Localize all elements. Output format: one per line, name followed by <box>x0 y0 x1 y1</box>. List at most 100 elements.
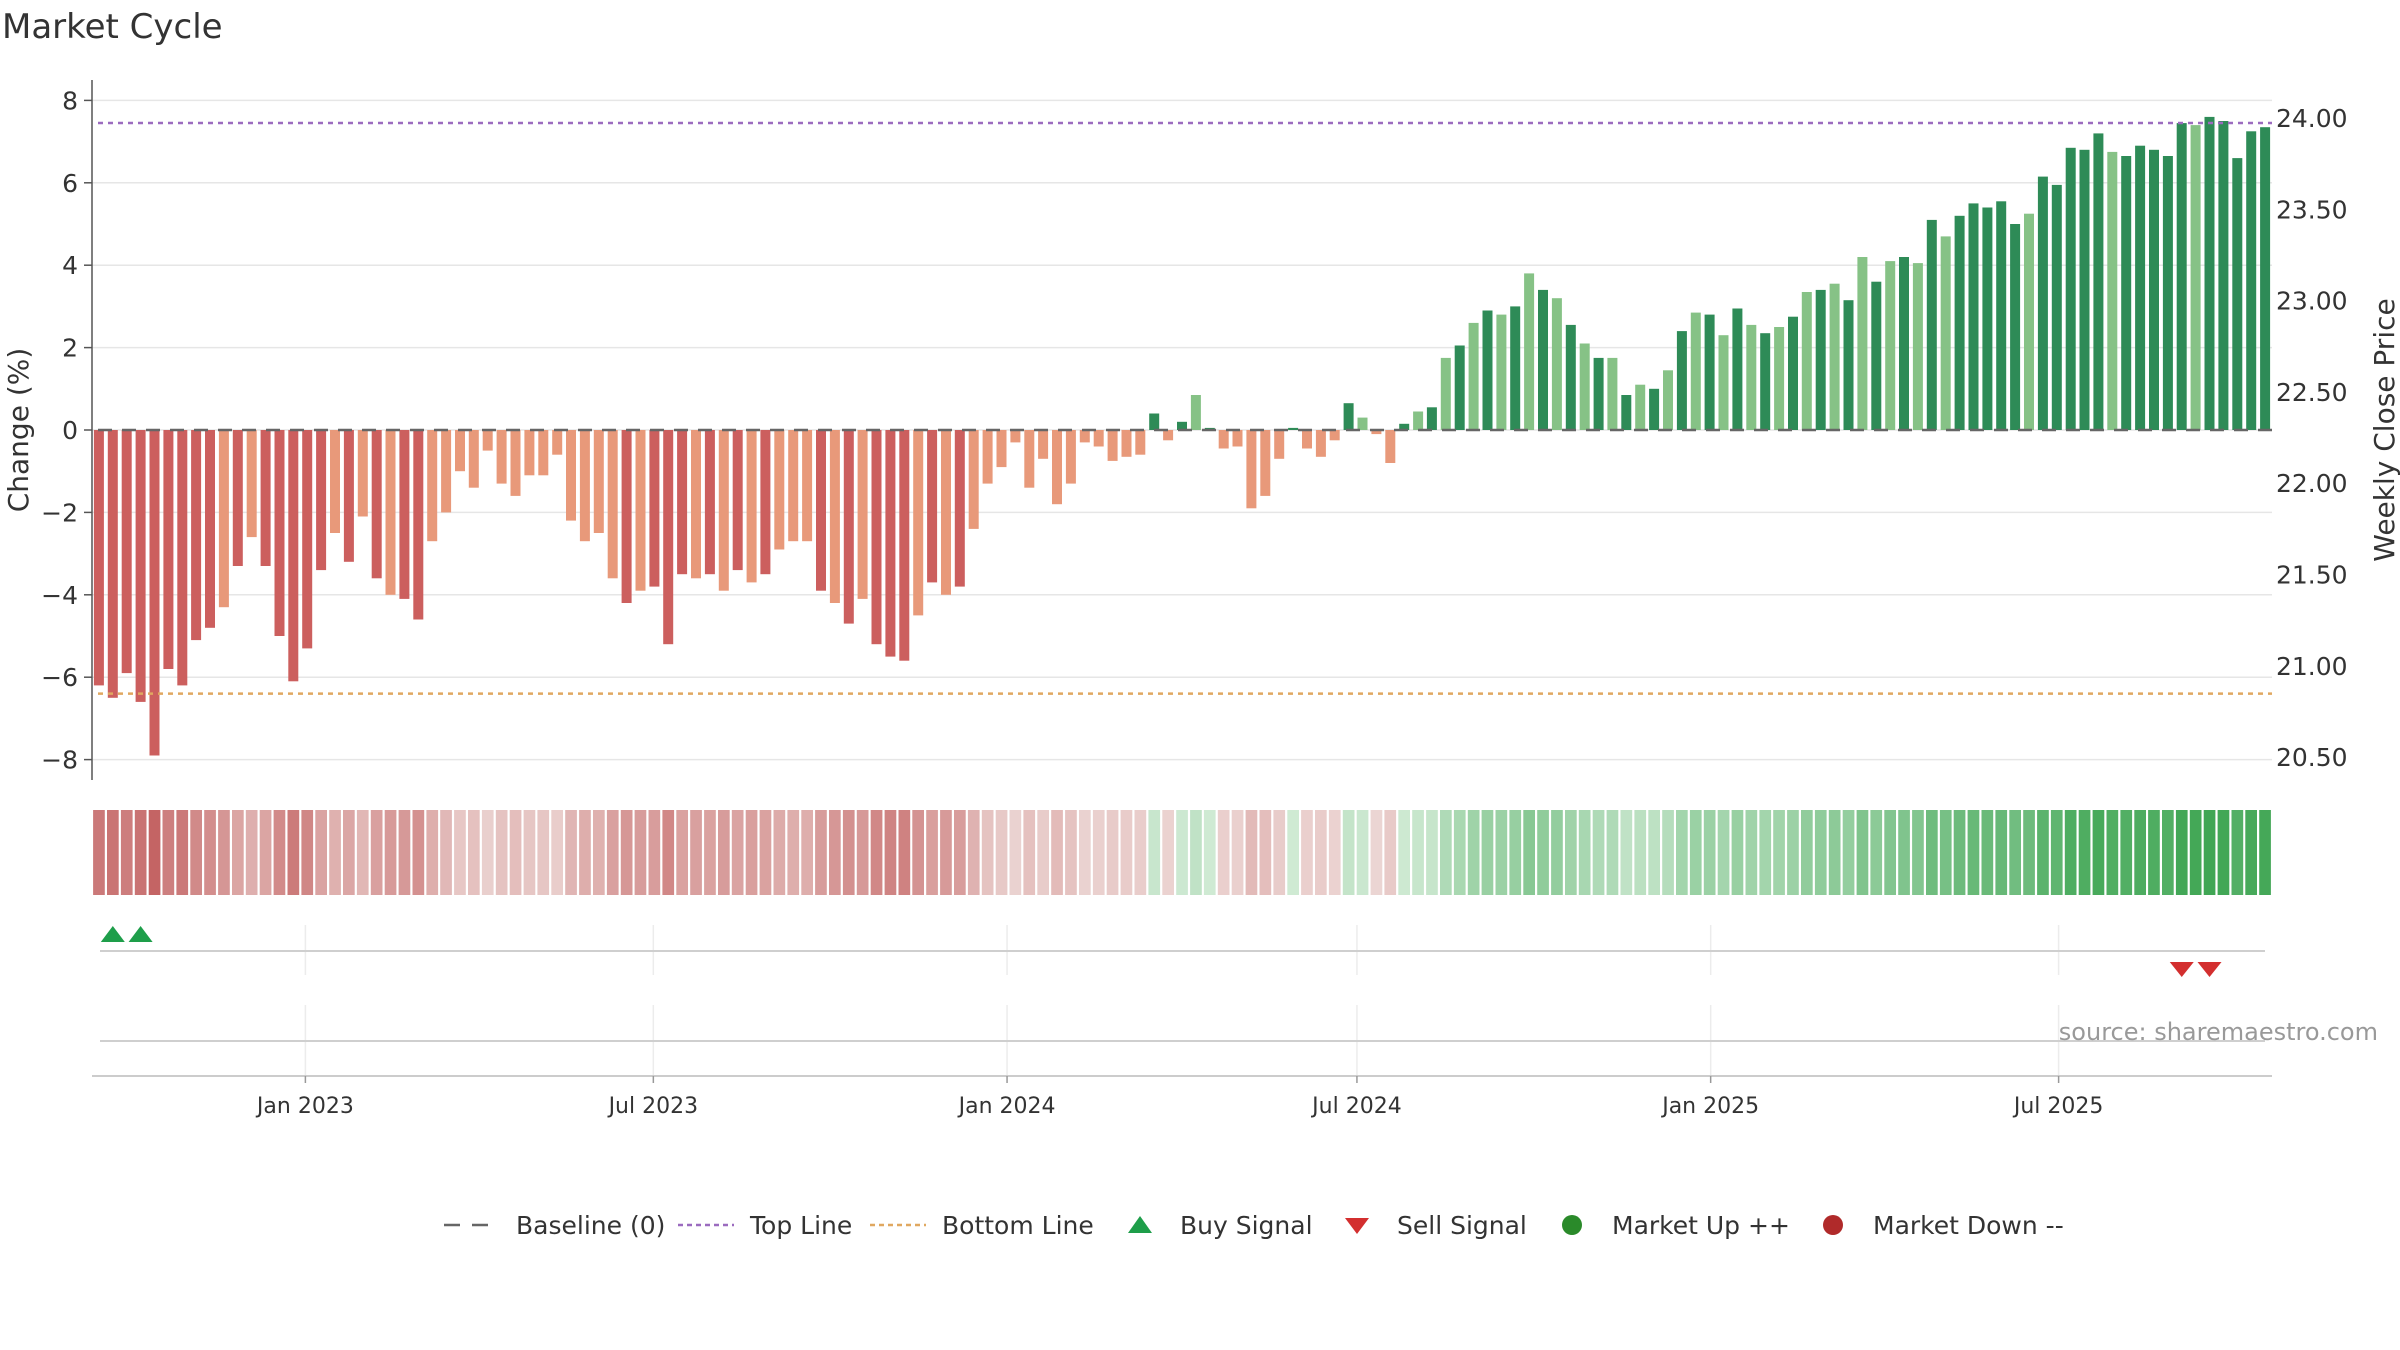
heat-cell <box>1884 810 1896 895</box>
heat-cell <box>2120 810 2133 895</box>
bar <box>93 430 104 686</box>
legend-item-buy: Buy Signal <box>1128 1211 1313 1240</box>
bar <box>2190 125 2201 430</box>
bar <box>1704 314 1715 430</box>
heat-cell <box>1578 810 1591 895</box>
heat-cell <box>176 810 189 895</box>
bar <box>1371 430 1382 435</box>
heat-cell <box>1384 810 1397 895</box>
bar <box>2051 184 2062 430</box>
heat-cell <box>426 810 439 895</box>
heat-cell <box>898 810 911 895</box>
y-axis-label-right: Weekly Close Price <box>2368 298 2400 561</box>
y2-tick-label: 22.00 <box>2276 469 2348 498</box>
bar <box>1621 395 1632 430</box>
bar <box>843 430 854 624</box>
heat-cell <box>1717 810 1730 895</box>
heat-cell <box>1926 810 1938 895</box>
heat-cell <box>495 810 508 895</box>
heat-cell <box>1328 810 1341 895</box>
legend: Baseline (0) Top Line Bottom Line Buy Signa… <box>444 1211 2064 1240</box>
heat-cell <box>1398 810 1410 895</box>
heat-cell <box>1273 810 1286 895</box>
heat-cell <box>245 810 258 895</box>
heat-cell <box>870 810 883 895</box>
bar <box>1302 430 1312 449</box>
heat-cell <box>509 810 522 895</box>
bar <box>1260 430 1271 496</box>
heat-cell <box>1565 810 1577 895</box>
bar <box>1565 324 1576 430</box>
y-tick-label: 2 <box>62 334 78 363</box>
bar <box>260 430 271 566</box>
right-axis: 24.00 23.50 23.00 22.50 22.00 21.50 21.00 20.50 <box>2276 104 2348 772</box>
heat-cell <box>120 810 133 895</box>
heat-cell <box>1051 810 1063 895</box>
bar <box>1899 257 1909 430</box>
bar <box>2135 145 2146 430</box>
heat-cell <box>1495 810 1508 895</box>
bar <box>1649 388 1660 430</box>
heat-cell <box>1037 810 1049 895</box>
bar <box>968 430 979 529</box>
heat-cell <box>1676 810 1688 895</box>
heat-cell <box>2189 810 2202 895</box>
bar <box>1857 257 1868 430</box>
bar <box>1912 263 1923 430</box>
bar <box>1954 215 1965 430</box>
bar <box>982 430 993 484</box>
bar <box>566 430 576 521</box>
bar <box>607 430 618 579</box>
bar <box>288 430 299 682</box>
bar <box>1607 357 1618 430</box>
bar <box>1093 430 1104 447</box>
heat-cell <box>1481 810 1494 895</box>
heat-cell <box>1009 810 1022 895</box>
bar-series <box>93 116 2271 756</box>
bar <box>1440 357 1451 430</box>
heat-cell <box>107 810 119 895</box>
bar <box>579 430 590 542</box>
bar <box>1718 335 1729 430</box>
heat-cell <box>731 810 744 895</box>
heat-cell <box>1995 810 2008 895</box>
heat-cell <box>1370 810 1383 895</box>
heat-cell <box>981 810 994 895</box>
heat-cell <box>745 810 758 895</box>
heat-cell <box>93 810 105 895</box>
bar <box>1801 292 1812 430</box>
bar <box>496 430 507 484</box>
left-axis: 8 6 4 2 0 −2 −4 −6 −8 <box>41 80 93 780</box>
bar <box>677 430 688 575</box>
heat-cell <box>1912 810 1924 895</box>
heat-cell <box>2203 810 2216 895</box>
heat-cell <box>1203 810 1216 895</box>
bar <box>2162 156 2173 430</box>
bar <box>857 430 868 599</box>
bar <box>899 430 910 661</box>
bar <box>149 430 160 756</box>
reference-lines <box>98 121 2272 695</box>
heat-cell <box>801 810 813 895</box>
heat-cell <box>1356 810 1369 895</box>
bar <box>704 430 715 575</box>
heat-cell <box>1981 810 1994 895</box>
bar <box>954 430 965 587</box>
heat-cell <box>704 810 716 895</box>
heat-cell <box>718 810 730 895</box>
heat-cell <box>856 810 869 895</box>
bar <box>621 430 632 603</box>
bar <box>191 430 202 641</box>
legend-label: Top Line <box>749 1211 852 1240</box>
bar <box>941 430 951 595</box>
bar <box>1024 430 1035 488</box>
bar <box>107 430 118 698</box>
bar <box>1732 308 1743 430</box>
heat-cell <box>2259 810 2271 895</box>
bar <box>538 430 549 476</box>
heat-cell <box>1162 810 1174 895</box>
heat-cell <box>454 810 466 895</box>
bar <box>302 430 313 649</box>
heat-cell <box>440 810 452 895</box>
bar <box>2149 149 2159 431</box>
